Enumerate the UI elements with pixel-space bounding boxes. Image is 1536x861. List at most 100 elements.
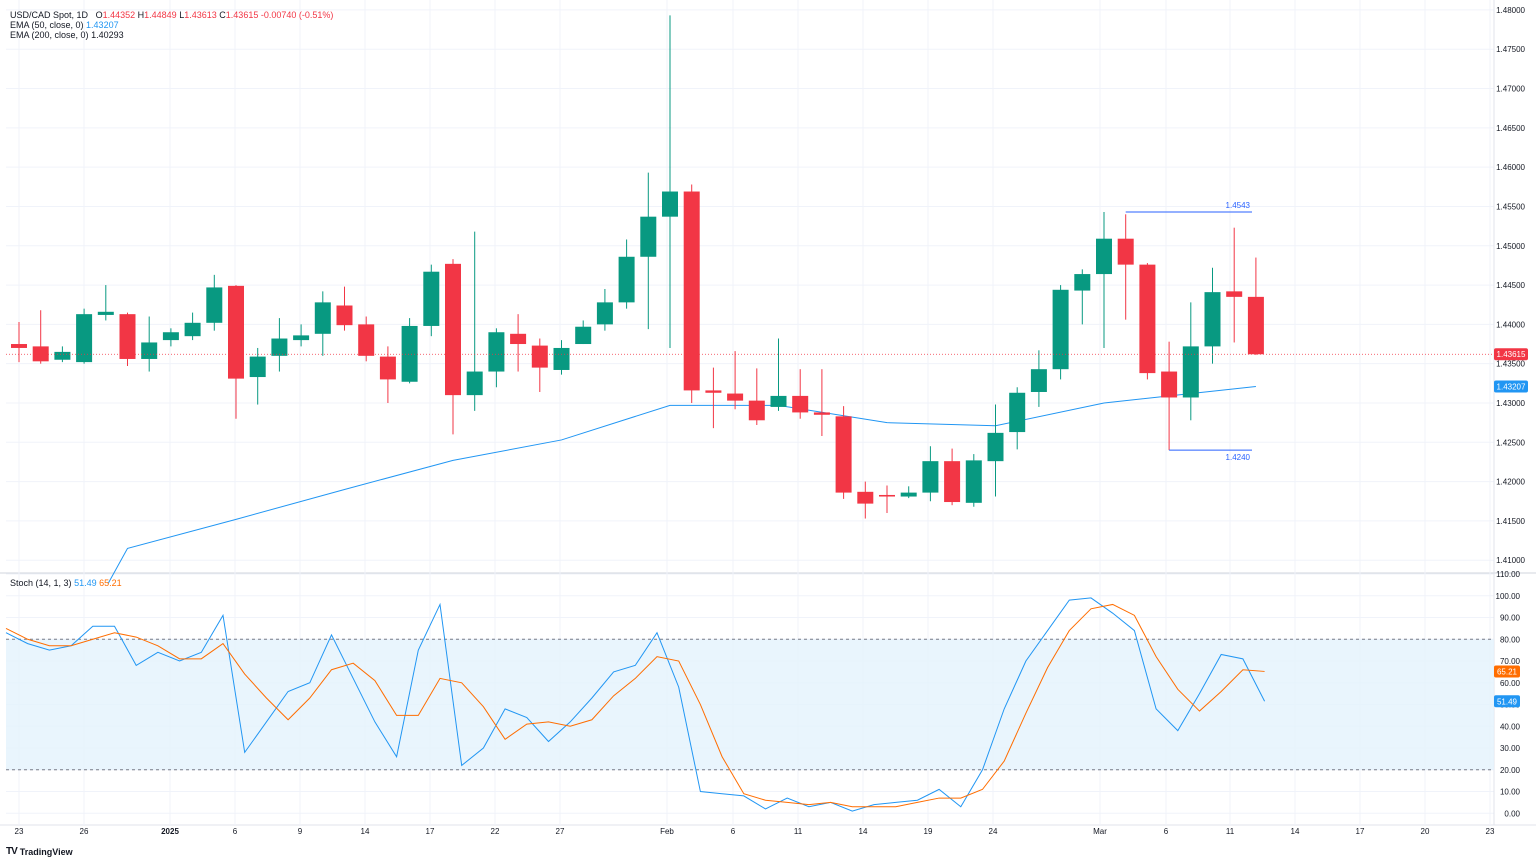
- stoch-axis-label: 40.00: [1500, 722, 1521, 731]
- time-axis-label: 14: [1291, 827, 1300, 836]
- time-axis-label: 6: [233, 827, 238, 836]
- candle-body: [97, 311, 114, 315]
- price-axis-label: 1.43500: [1496, 360, 1525, 369]
- candle-body: [1052, 289, 1069, 370]
- ema-badge: [1494, 380, 1528, 393]
- stoch-axis-label: 100.00: [1496, 592, 1521, 601]
- price-axis-label: 1.42500: [1496, 438, 1525, 447]
- candle-body: [141, 342, 158, 359]
- candle-body: [32, 346, 49, 362]
- candle-body: [336, 305, 353, 326]
- candle-body: [531, 345, 548, 368]
- ohlc-high: 1.44849: [144, 10, 177, 20]
- candle-body: [11, 344, 27, 348]
- axes-layer[interactable]: 1.48000 1.47500 1.47000 1.46500 1.46000 1.455…: [15, 6, 1528, 836]
- candle-body: [553, 347, 570, 370]
- time-axis-label: 2025: [161, 827, 179, 836]
- last-price-label: 1.43615: [1497, 350, 1526, 359]
- price-axis-label: 1.45500: [1496, 202, 1525, 211]
- candle-body: [1161, 371, 1178, 398]
- time-axis-label: 19: [924, 827, 933, 836]
- candle-body: [1247, 296, 1264, 355]
- stoch-axis-label: 30.00: [1500, 744, 1521, 753]
- candle-body: [596, 302, 613, 325]
- stoch-axis-label: 90.00: [1500, 614, 1521, 623]
- ohlc-high-label: H: [137, 10, 145, 20]
- candle-body: [922, 461, 939, 493]
- ema200-legend: EMA (200, close, 0) 1.40293: [10, 30, 124, 40]
- stoch-k-value: 51.49: [74, 578, 97, 588]
- candle-body: [987, 432, 1004, 462]
- candle-body: [1204, 292, 1221, 347]
- stoch-legend: Stoch (14, 1, 3) 51.49 65.21: [10, 578, 122, 588]
- price-axis-label: 1.46500: [1496, 124, 1525, 133]
- price-axis-label: 1.43000: [1496, 399, 1525, 408]
- time-axis-label: 6: [731, 827, 736, 836]
- price-axis-label: 1.46000: [1496, 163, 1525, 172]
- ema-layer: [107, 385, 1256, 585]
- ema50-legend: EMA (50, close, 0) 1.43207: [10, 20, 119, 30]
- ema200-value: 1.40293: [91, 30, 124, 40]
- candles-layer[interactable]: [11, 15, 1264, 519]
- stoch-k-badge: [1494, 695, 1520, 708]
- candle-body: [857, 491, 874, 504]
- candle-body: [293, 335, 310, 341]
- candle-body: [792, 395, 809, 413]
- ohlc-open: 1.44352: [102, 10, 136, 20]
- candle-body: [1226, 291, 1243, 297]
- time-axis-label: 11: [1226, 827, 1235, 836]
- time-axis-label: 17: [1356, 827, 1365, 836]
- stoch-axis-label: 10.00: [1500, 788, 1521, 797]
- price-axis-label: 1.42000: [1496, 478, 1525, 487]
- annotations-layer: 1.4543 1.4240: [6, 201, 1494, 462]
- candle-body: [423, 271, 440, 326]
- time-axis-label: 14: [859, 827, 868, 836]
- ohlc-close-label: C: [219, 10, 226, 20]
- ohlc-low-label: L: [179, 10, 185, 20]
- stoch-axis-label: 20.00: [1500, 766, 1521, 775]
- ema50-value: 1.43207: [86, 20, 119, 30]
- candle-body: [228, 285, 244, 379]
- time-axis-label: Feb: [660, 827, 674, 836]
- candle-body: [314, 302, 331, 334]
- last-price-badge: [1494, 348, 1528, 361]
- price-axis-label: 1.41500: [1496, 517, 1525, 526]
- ohlc-close: 1.43615: [225, 10, 259, 20]
- price-axis-label: 1.41000: [1496, 556, 1525, 565]
- ema50-line: [107, 385, 1256, 585]
- ohlc-low: 1.43613: [184, 10, 217, 20]
- candle-body: [1030, 369, 1047, 392]
- candle-body: [662, 191, 678, 217]
- stoch-axis-label: 70.00: [1500, 657, 1521, 666]
- candle-body: [770, 395, 787, 407]
- candle-body: [358, 324, 375, 356]
- stoch-d-value: 65.21: [99, 578, 122, 588]
- candle-body: [618, 256, 635, 303]
- candle-body: [1009, 392, 1026, 433]
- time-axis-label: 9: [298, 827, 303, 836]
- tradingview-logo-icon: TV: [6, 846, 18, 857]
- candle-body: [640, 216, 657, 257]
- candle-body: [944, 461, 961, 503]
- price-legend: USD/CAD Spot, 1D O1.44352 H1.44849 L1.43…: [10, 10, 333, 20]
- stoch-label: Stoch (14, 1, 3): [10, 578, 72, 588]
- candle-body: [1096, 238, 1112, 275]
- stoch-axis-label: 60.00: [1500, 679, 1521, 688]
- candle-body: [705, 390, 722, 393]
- price-axis-label: 1.47500: [1496, 45, 1525, 54]
- candle-body: [813, 412, 830, 415]
- time-axis-label: Mar: [1093, 827, 1107, 836]
- time-axis-label: 6: [1164, 827, 1169, 836]
- candle-body: [249, 356, 266, 378]
- price-axis-label: 1.44500: [1496, 281, 1525, 290]
- price-axis-label: 1.47000: [1496, 85, 1525, 94]
- candle-body: [379, 356, 396, 380]
- level-label: 1.4543: [1226, 201, 1251, 210]
- tradingview-brand[interactable]: TV TradingView: [6, 846, 73, 857]
- candle-body: [965, 460, 982, 503]
- time-axis-label: 17: [426, 827, 435, 836]
- candle-body: [445, 263, 461, 396]
- candle-body: [683, 191, 700, 391]
- candle-body: [119, 314, 136, 359]
